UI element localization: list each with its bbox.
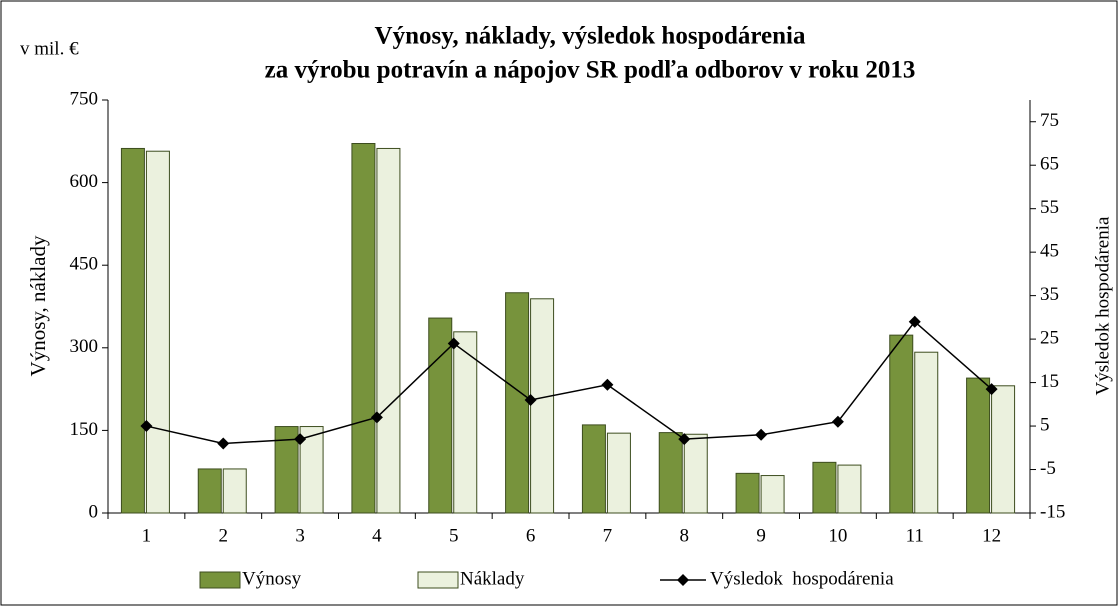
y-tick-label: 150 [70,419,99,440]
y2-tick-label: 65 [1040,154,1059,175]
x-tick-label: 12 [982,525,1001,546]
x-tick-label: 7 [603,525,613,546]
x-tick-label: 1 [142,525,152,546]
bar [991,385,1016,514]
x-tick-label: 6 [526,525,536,546]
marker [524,393,537,406]
chart-title: Výnosy, náklady, výsledok hospodárenia [375,23,806,50]
bar [299,426,324,514]
y2-tick-label: -15 [1040,501,1065,522]
y-tick-label: 450 [70,254,99,275]
x-tick-label: 11 [906,525,924,546]
bar [812,461,837,514]
marker [370,411,383,424]
y2-tick-label: -5 [1040,458,1056,479]
legend-swatch [199,571,241,589]
y2-axis-label: Výsledok hospodárenia [1092,216,1113,395]
bar [683,433,708,514]
bar [837,464,862,514]
y2-tick-label: 15 [1040,371,1059,392]
chart-subtitle: za výrobu potravín a nápojov SR podľa od… [265,57,916,84]
x-tick-label: 4 [372,525,382,546]
y-axis-label: Výnosy, náklady [26,235,50,376]
legend-label: Výnosy [242,568,302,589]
y2-tick-label: 35 [1040,284,1059,305]
bar [120,147,145,514]
y-tick-label: 750 [70,88,99,109]
x-tick-label: 5 [449,525,459,546]
bar [606,432,631,514]
bar [428,317,453,514]
x-tick-label: 9 [756,525,766,546]
bar [505,292,530,514]
marker [678,433,691,446]
y-tick-label: 0 [89,501,99,522]
bar [453,331,478,514]
marker [908,315,921,328]
bar [581,424,606,514]
x-tick-label: 10 [828,525,847,546]
bar [889,334,914,514]
y2-tick-label: 25 [1040,327,1059,348]
bar [966,377,991,514]
x-tick-label: 3 [295,525,305,546]
bar [658,432,683,514]
y-tick-label: 600 [70,171,99,192]
marker [140,420,153,433]
bar [760,475,785,514]
x-tick-label: 2 [219,525,229,546]
marker [294,433,307,446]
bar [351,143,376,514]
legend-marker [677,574,689,586]
marker [447,337,460,350]
bar [376,147,401,514]
bar [145,150,170,514]
y2-tick-label: 45 [1040,241,1059,262]
y2-tick-label: 5 [1040,414,1050,435]
unit-label: v mil. € [20,38,79,59]
line [146,320,993,445]
bar [530,298,555,514]
bar [914,351,939,514]
y-tick-label: 300 [70,336,99,357]
legend-label: Náklady [460,568,525,589]
marker [985,383,998,396]
marker [601,378,614,391]
marker [217,437,230,450]
y2-tick-label: 75 [1040,110,1059,131]
marker [831,415,844,428]
y2-tick-label: 55 [1040,197,1059,218]
bar [197,468,222,514]
legend-swatch [417,571,459,589]
x-tick-label: 8 [680,525,690,546]
bar [735,472,760,514]
bar [274,426,299,514]
bar [222,468,247,514]
legend-label: Výsledok hospodárenia [710,568,894,589]
marker [755,428,768,441]
